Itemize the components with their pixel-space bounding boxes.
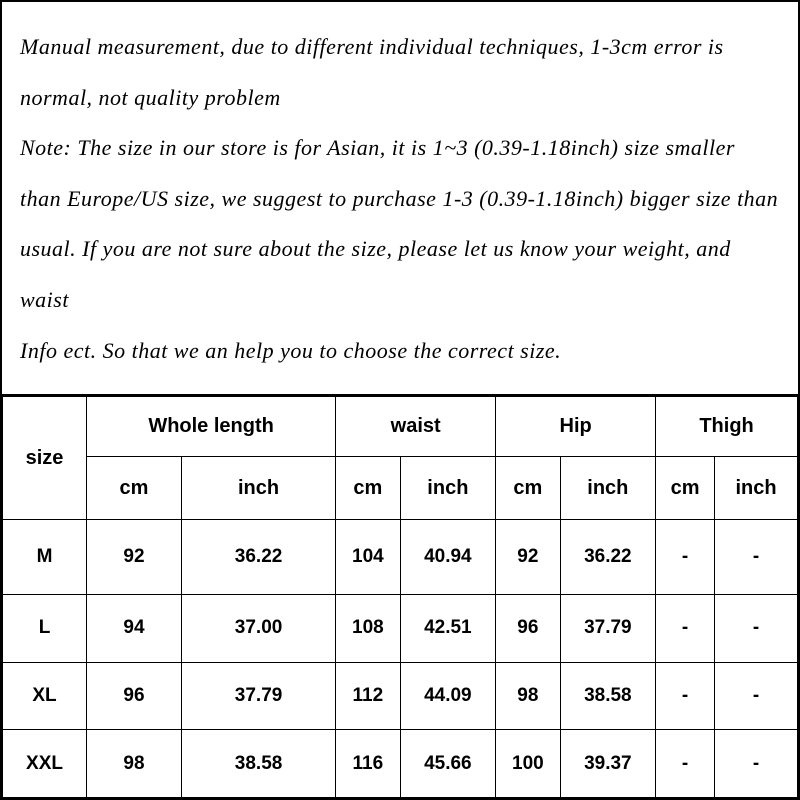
cell-value: 36.22 (181, 519, 335, 594)
cell-size: XXL (3, 730, 87, 798)
header-unit-cm: cm (336, 457, 400, 520)
cell-value: 40.94 (400, 519, 496, 594)
cell-value: 104 (336, 519, 400, 594)
cell-value: - (656, 595, 715, 663)
size-chart-container: Manual measurement, due to different ind… (0, 0, 800, 800)
table-header-row-groups: size Whole length waist Hip Thigh (3, 397, 798, 457)
cell-value: 96 (87, 662, 182, 730)
cell-value: - (656, 662, 715, 730)
cell-value: 92 (496, 519, 560, 594)
cell-value: - (715, 595, 798, 663)
table-row: XL 96 37.79 112 44.09 98 38.58 - - (3, 662, 798, 730)
cell-value: 44.09 (400, 662, 496, 730)
header-unit-inch: inch (715, 457, 798, 520)
cell-value: 108 (336, 595, 400, 663)
cell-value: 98 (496, 662, 560, 730)
header-size: size (3, 397, 87, 520)
cell-value: 94 (87, 595, 182, 663)
note-line: normal, not quality problem (20, 73, 780, 124)
cell-value: 92 (87, 519, 182, 594)
cell-value: 36.22 (560, 519, 656, 594)
cell-value: 112 (336, 662, 400, 730)
cell-value: - (656, 730, 715, 798)
note-section: Manual measurement, due to different ind… (2, 2, 798, 396)
cell-value: 100 (496, 730, 560, 798)
cell-size: M (3, 519, 87, 594)
cell-value: 116 (336, 730, 400, 798)
table-row: L 94 37.00 108 42.51 96 37.79 - - (3, 595, 798, 663)
cell-value: - (656, 519, 715, 594)
table-header-row-units: cm inch cm inch cm inch cm inch (3, 457, 798, 520)
cell-value: 45.66 (400, 730, 496, 798)
header-whole-length: Whole length (87, 397, 336, 457)
cell-value: 98 (87, 730, 182, 798)
note-line: than Europe/US size, we suggest to purch… (20, 174, 780, 225)
cell-value: - (715, 730, 798, 798)
cell-value: 39.37 (560, 730, 656, 798)
size-table: size Whole length waist Hip Thigh cm inc… (2, 396, 798, 798)
table-row: XXL 98 38.58 116 45.66 100 39.37 - - (3, 730, 798, 798)
cell-value: 42.51 (400, 595, 496, 663)
cell-value: 37.79 (560, 595, 656, 663)
cell-value: 38.58 (181, 730, 335, 798)
header-unit-inch: inch (400, 457, 496, 520)
header-unit-cm: cm (496, 457, 560, 520)
header-unit-cm: cm (656, 457, 715, 520)
header-waist: waist (336, 397, 496, 457)
table-row: M 92 36.22 104 40.94 92 36.22 - - (3, 519, 798, 594)
note-line: usual. If you are not sure about the siz… (20, 224, 780, 325)
header-unit-inch: inch (181, 457, 335, 520)
note-line: Note: The size in our store is for Asian… (20, 123, 780, 174)
note-line: Info ect. So that we an help you to choo… (20, 326, 780, 377)
header-unit-inch: inch (560, 457, 656, 520)
cell-size: L (3, 595, 87, 663)
cell-value: 37.00 (181, 595, 335, 663)
header-hip: Hip (496, 397, 656, 457)
cell-value: 38.58 (560, 662, 656, 730)
cell-value: - (715, 662, 798, 730)
cell-size: XL (3, 662, 87, 730)
cell-value: 96 (496, 595, 560, 663)
header-thigh: Thigh (656, 397, 798, 457)
cell-value: 37.79 (181, 662, 335, 730)
note-line: Manual measurement, due to different ind… (20, 22, 780, 73)
cell-value: - (715, 519, 798, 594)
header-unit-cm: cm (87, 457, 182, 520)
